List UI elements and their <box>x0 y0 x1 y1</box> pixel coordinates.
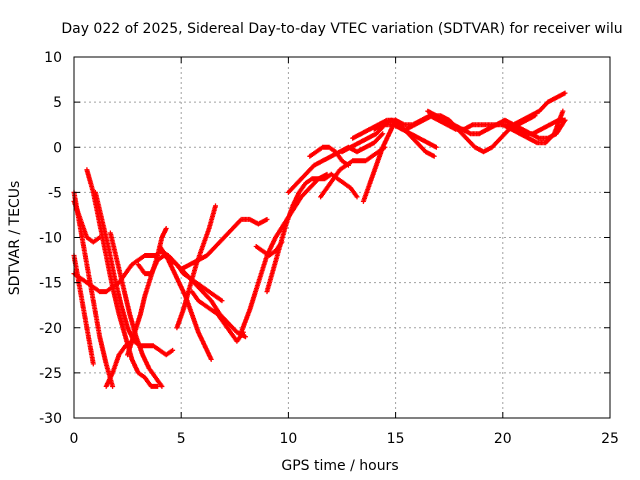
series-markers <box>178 216 270 272</box>
y-tick-label: -5 <box>48 185 62 201</box>
series-20 <box>307 144 351 168</box>
y-tick-label: -30 <box>39 411 62 427</box>
y-tick-label: 0 <box>53 140 62 156</box>
series-markers <box>318 144 388 200</box>
y-tick-label: -15 <box>39 276 62 292</box>
series-15 <box>189 289 246 344</box>
series-markers <box>264 171 360 295</box>
x-tick-label: 20 <box>494 431 512 447</box>
series-25 <box>371 117 437 159</box>
series-markers <box>371 117 437 159</box>
series-markers <box>107 230 165 389</box>
ticks <box>73 56 611 419</box>
x-tick-label: 25 <box>601 431 619 447</box>
x-tick-label: 15 <box>387 431 405 447</box>
series-22 <box>360 117 399 204</box>
series-11 <box>157 244 214 362</box>
series-markers <box>511 90 568 128</box>
series-28 <box>500 108 566 146</box>
y-tick-label: -25 <box>39 366 62 382</box>
y-tick-labels: -30 -25 -20 -15 -10 -5 0 5 10 <box>39 50 62 427</box>
series-21 <box>318 144 388 200</box>
data-series <box>71 90 568 389</box>
series-markers <box>189 289 246 344</box>
y-tick-label: 10 <box>44 50 62 66</box>
x-tick-labels: 0 5 10 15 20 25 <box>70 431 619 447</box>
x-tick-label: 0 <box>70 431 79 447</box>
y-tick-label: -20 <box>39 321 62 337</box>
x-tick-label: 5 <box>177 431 186 447</box>
series-markers <box>307 144 351 168</box>
series-18 <box>264 171 360 295</box>
series-markers <box>360 117 399 204</box>
series-markers <box>157 244 214 362</box>
x-tick-label: 10 <box>279 431 297 447</box>
chart-title: Day 022 of 2025, Sidereal Day-to-day VTE… <box>61 21 622 37</box>
series-8 <box>107 230 165 389</box>
series-markers <box>92 189 176 358</box>
y-tick-label: 5 <box>53 95 62 111</box>
series-markers <box>500 108 566 146</box>
grid <box>74 57 610 418</box>
series-7 <box>92 189 176 358</box>
x-axis-title: GPS time / hours <box>281 458 398 474</box>
series-29 <box>511 90 568 128</box>
series-14 <box>178 216 270 272</box>
y-tick-label: -10 <box>39 231 62 247</box>
y-axis-title: SDTVAR / TECUs <box>7 181 23 296</box>
